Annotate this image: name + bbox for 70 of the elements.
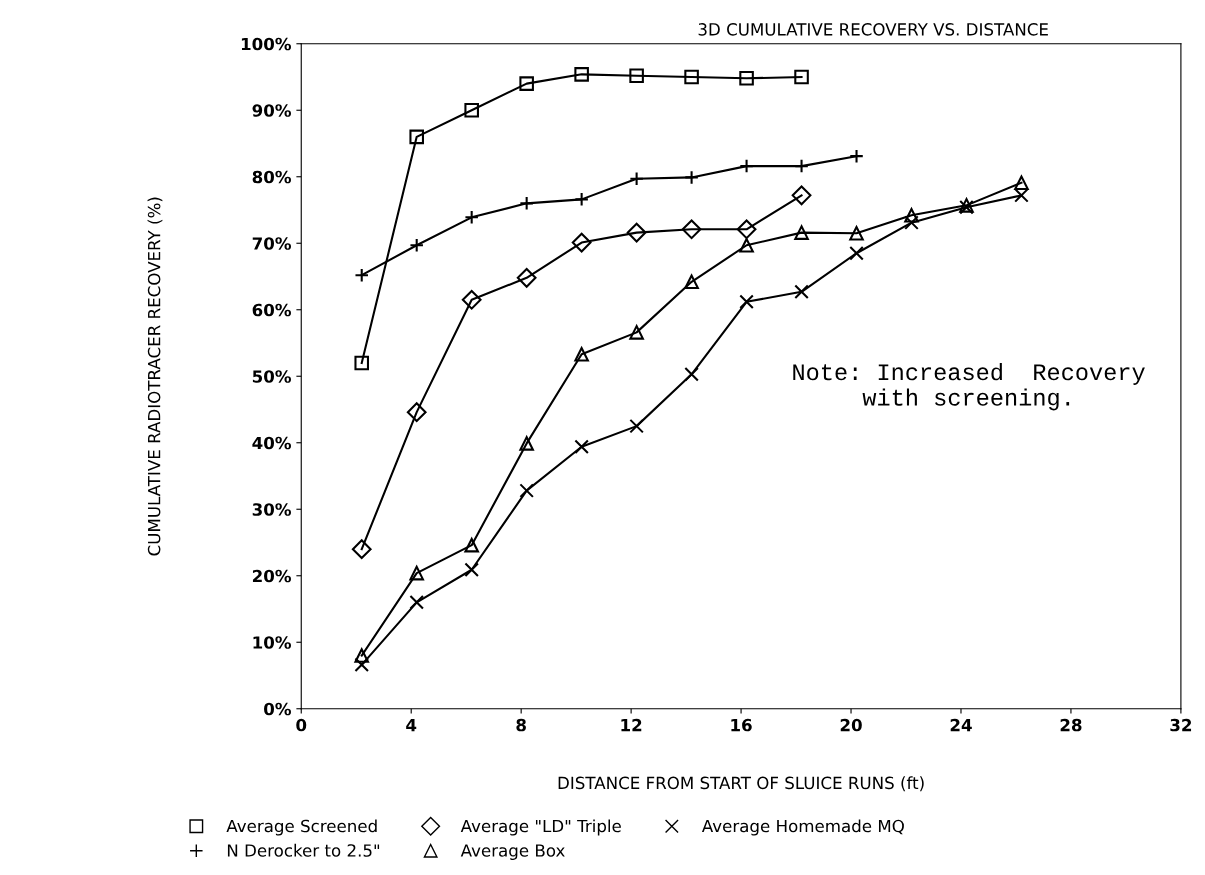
y-tick-label: 50% bbox=[252, 370, 291, 383]
point bbox=[684, 274, 699, 290]
point bbox=[739, 71, 754, 86]
x-tick-label: 20 bbox=[840, 718, 862, 732]
point bbox=[794, 69, 809, 85]
y-tick-label: 0% bbox=[264, 702, 291, 716]
point bbox=[354, 657, 370, 673]
point bbox=[354, 355, 370, 371]
point bbox=[736, 219, 757, 240]
point bbox=[574, 439, 589, 455]
annotation: Note: Increased Recovery with screening. bbox=[793, 362, 1145, 411]
point bbox=[684, 366, 699, 382]
point bbox=[684, 69, 699, 85]
legend-label: Average Screened bbox=[226, 819, 377, 836]
point bbox=[904, 208, 919, 223]
point bbox=[791, 185, 812, 206]
y-tick-label: 100% bbox=[241, 37, 291, 51]
y-tick-label: 70% bbox=[252, 237, 291, 250]
point bbox=[351, 539, 372, 560]
point bbox=[409, 595, 424, 610]
x-tick-label: 16 bbox=[731, 718, 752, 732]
x-tick-label: 0 bbox=[296, 718, 307, 732]
x-tick-label: 4 bbox=[406, 718, 417, 732]
point bbox=[739, 294, 754, 310]
point bbox=[629, 68, 644, 83]
point bbox=[794, 284, 809, 300]
point bbox=[409, 129, 424, 145]
y-axis-title: CUMULATIVE RADIOTRACER RECOVERY (%) bbox=[147, 197, 163, 556]
point bbox=[516, 267, 537, 288]
point bbox=[629, 325, 644, 340]
x-tick-label: 28 bbox=[1060, 718, 1082, 732]
point bbox=[519, 483, 534, 498]
point bbox=[681, 219, 702, 240]
point bbox=[574, 347, 589, 362]
point bbox=[629, 418, 644, 434]
y-tick-label: 80% bbox=[252, 170, 291, 184]
x-axis-title: DISTANCE FROM START OF SLUICE RUNS (ft) bbox=[558, 776, 924, 792]
y-tick-label: 10% bbox=[253, 636, 291, 649]
legend-label: N Derocker to 2.5" bbox=[227, 843, 380, 857]
x-tick-label: 24 bbox=[950, 718, 972, 732]
point bbox=[464, 562, 479, 578]
legend-label: Average Box bbox=[460, 844, 565, 860]
point bbox=[739, 237, 754, 253]
x-tick-label: 32 bbox=[1170, 718, 1192, 732]
point bbox=[574, 67, 589, 82]
y-tick-label: 30% bbox=[252, 503, 291, 516]
point bbox=[409, 565, 424, 581]
y-tick-label: 20% bbox=[252, 569, 291, 583]
point bbox=[626, 222, 647, 243]
point bbox=[849, 245, 864, 261]
y-tick-label: 60% bbox=[252, 303, 291, 317]
point bbox=[464, 102, 479, 118]
point bbox=[849, 225, 864, 241]
point bbox=[519, 436, 534, 451]
x-tick-label: 12 bbox=[621, 718, 642, 732]
y-tick-label: 90% bbox=[252, 104, 291, 117]
point bbox=[406, 402, 427, 423]
y-tick-label: 40% bbox=[252, 436, 291, 450]
chart-title: 3D CUMULATIVE RECOVERY VS. DISTANCE bbox=[698, 23, 1048, 36]
point bbox=[571, 232, 592, 253]
x-tick-label: 8 bbox=[516, 718, 526, 732]
point bbox=[794, 225, 809, 240]
point bbox=[1014, 175, 1029, 191]
point bbox=[1014, 188, 1029, 203]
legend-label: Average "LD" Triple bbox=[460, 819, 621, 836]
point bbox=[461, 289, 482, 310]
legend-label: Average Homemade MQ bbox=[701, 819, 904, 836]
point bbox=[354, 648, 370, 663]
point bbox=[464, 537, 479, 553]
point bbox=[519, 76, 534, 91]
